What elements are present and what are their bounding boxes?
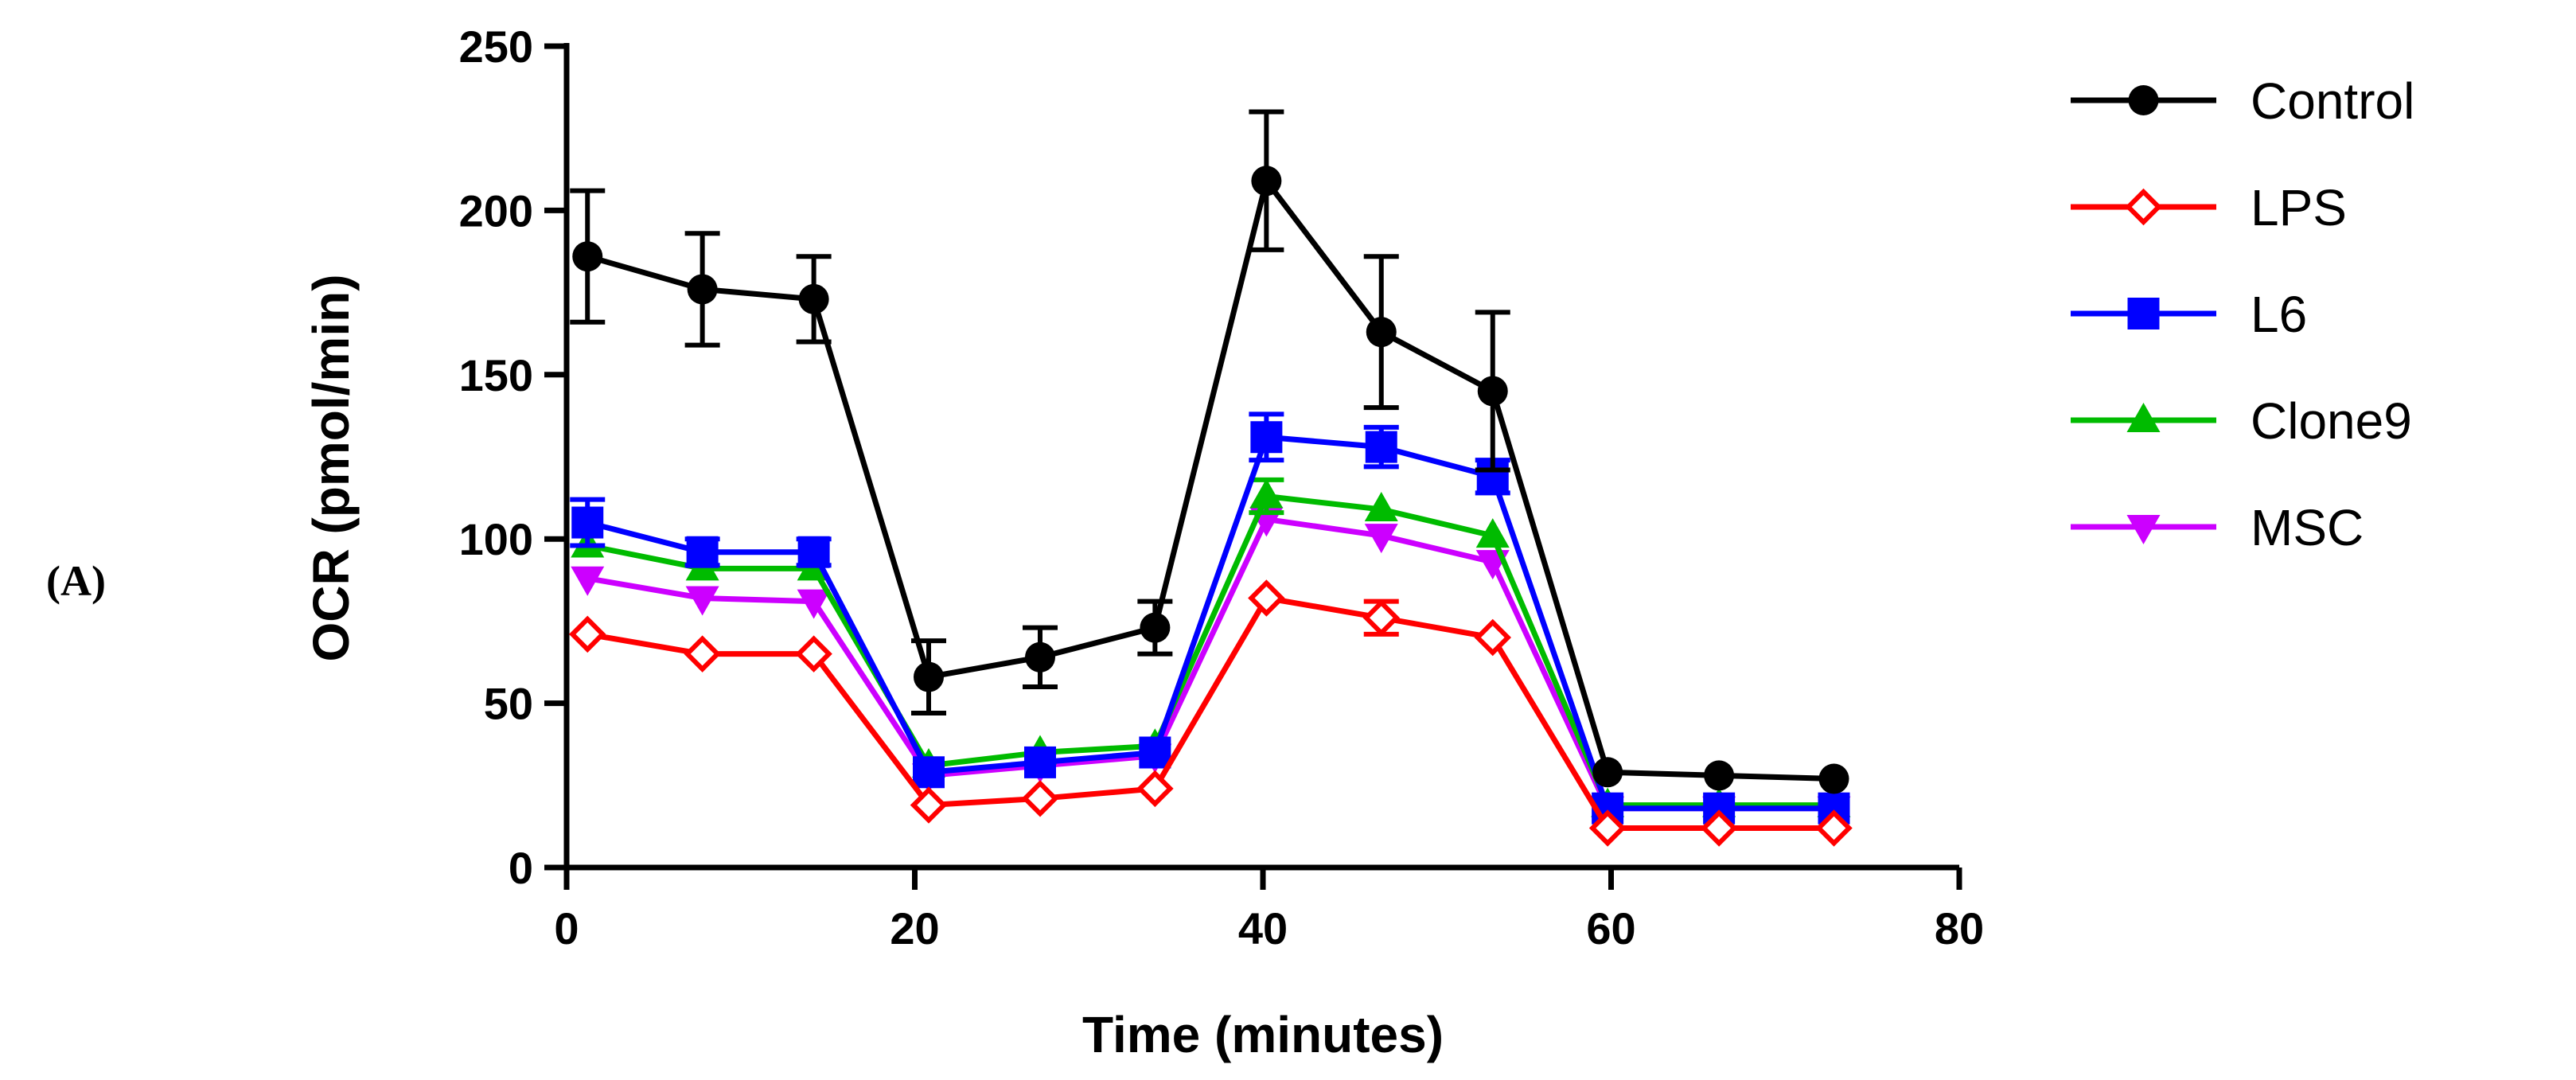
x-tick-label: 40 — [1238, 903, 1288, 953]
x-tick-label: 20 — [890, 903, 939, 953]
legend-label-l6: L6 — [2251, 286, 2307, 343]
legend-item-l6: L6 — [2071, 286, 2307, 343]
legend-label-msc: MSC — [2251, 499, 2364, 556]
point-l6 — [1250, 421, 1283, 454]
y-tick-label: 100 — [459, 514, 533, 564]
point-l6 — [686, 536, 719, 568]
y-tick-label: 50 — [484, 679, 533, 729]
point-control — [1251, 166, 1282, 197]
y-axis-title: OCR (pmol/min) — [302, 274, 360, 661]
point-lps — [1700, 809, 1738, 847]
panel-label: (A) — [46, 557, 106, 605]
legend-marker-msc — [2126, 515, 2161, 544]
point-lps — [1362, 599, 1400, 637]
legend-item-control: Control — [2071, 72, 2414, 130]
point-control — [1704, 760, 1735, 791]
x-tick-label: 60 — [1586, 903, 1635, 953]
point-l6 — [1139, 736, 1171, 769]
point-msc — [685, 586, 719, 616]
legend-item-lps: LPS — [2071, 179, 2347, 236]
point-control — [1818, 763, 1849, 794]
point-lps — [1474, 618, 1511, 657]
point-lps — [1588, 809, 1627, 847]
line-lps — [587, 595, 1834, 831]
legend-item-clone9: Clone9 — [2071, 392, 2412, 450]
x-tick-label: 0 — [554, 903, 579, 953]
point-l6 — [797, 536, 830, 568]
y-tick-label: 150 — [459, 350, 533, 400]
point-clone9 — [1249, 478, 1284, 509]
legend-marker-lps — [2125, 188, 2162, 226]
point-lps — [910, 786, 948, 824]
axes: 0 50 100 150 200 250 0 20 40 60 80 — [459, 21, 1985, 953]
legend-marker-control — [2128, 85, 2159, 115]
y-tick-label: 0 — [509, 843, 533, 893]
line-clone9 — [587, 493, 1834, 809]
point-lps — [1815, 809, 1853, 847]
point-clone9 — [1475, 518, 1510, 548]
point-lps — [1248, 579, 1285, 617]
point-l6 — [1365, 431, 1397, 463]
x-axis-title: Time (minutes) — [1082, 1006, 1444, 1063]
point-control — [572, 241, 603, 272]
series-lps — [569, 579, 1853, 847]
y-tick-label: 250 — [459, 21, 533, 72]
line-control — [587, 174, 1834, 782]
point-msc — [1364, 524, 1398, 554]
point-lps — [569, 615, 606, 653]
line-msc — [587, 516, 1834, 812]
point-control — [1477, 376, 1508, 407]
point-control — [914, 661, 944, 692]
legend-marker-clone9 — [2126, 403, 2161, 432]
legend-item-msc: MSC — [2071, 499, 2364, 556]
legend-label-lps: LPS — [2251, 179, 2347, 236]
point-control — [1592, 757, 1623, 788]
point-lps — [795, 635, 832, 673]
point-lps — [684, 635, 721, 673]
x-tick-label: 80 — [1935, 903, 1984, 953]
point-lps — [1021, 780, 1059, 817]
point-lps — [1136, 770, 1174, 808]
point-msc — [797, 589, 831, 619]
y-tick-label: 200 — [459, 185, 533, 236]
point-control — [1140, 612, 1171, 643]
series-control — [570, 109, 1849, 794]
point-clone9 — [1364, 492, 1398, 522]
point-l6 — [1024, 746, 1056, 778]
line-l6 — [587, 434, 1834, 812]
point-l6 — [571, 506, 604, 539]
point-control — [1366, 317, 1397, 348]
legend: Control LPS L6 Clone9 MSC — [2071, 72, 2414, 556]
series-msc — [571, 507, 1851, 826]
point-control — [798, 283, 829, 314]
legend-label-clone9: Clone9 — [2251, 392, 2412, 450]
series-clone9 — [571, 477, 1851, 817]
legend-marker-l6 — [2127, 298, 2160, 329]
point-control — [1025, 641, 1055, 673]
series-l6 — [570, 411, 1850, 825]
point-control — [687, 274, 718, 305]
point-l6 — [913, 756, 945, 789]
point-msc — [571, 566, 605, 596]
legend-label-control: Control — [2251, 72, 2414, 130]
series-layer — [569, 109, 1853, 847]
